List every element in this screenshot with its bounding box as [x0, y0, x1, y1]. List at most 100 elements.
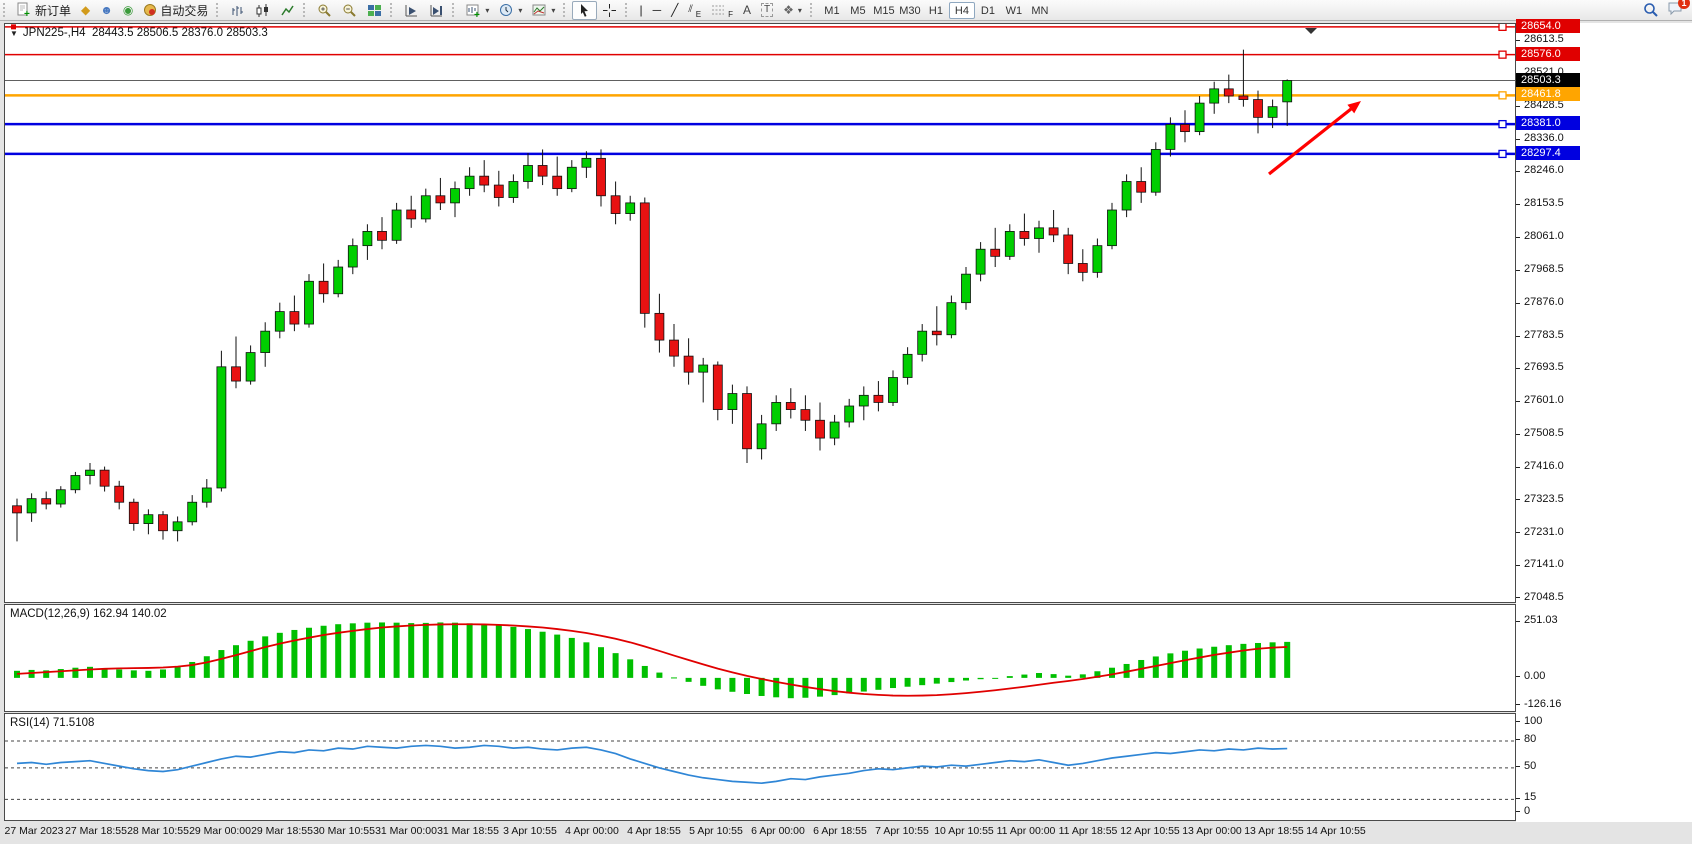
zoom-in-button[interactable] [312, 1, 337, 20]
chart-title-text: JPN225-,H4 28443.5 28506.5 28376.0 28503… [22, 27, 268, 39]
line-marker [1498, 24, 1507, 32]
chevron-down-icon: ▾ [518, 5, 523, 15]
cursor-button[interactable] [572, 0, 598, 20]
macd-panel[interactable]: MACD(12,26,9) 162.94 140.02 [4, 604, 1516, 712]
line-marker [1498, 119, 1507, 129]
shapes-dropdown[interactable]: ❖ ▾ [778, 1, 807, 20]
hline-price-tag: 28461.8 [1516, 87, 1580, 102]
market-watch-button[interactable]: ◆ [76, 1, 95, 20]
date-axis[interactable]: 27 Mar 2023 27 Mar 18:55 28 Mar 10:55 29 Ma… [4, 822, 1516, 842]
fibonacci-button[interactable]: F [706, 1, 738, 20]
bar-chart-button[interactable] [225, 1, 250, 20]
timeframe-M30[interactable]: M30 [899, 4, 921, 17]
axis-tick-label: 100 [1524, 714, 1543, 727]
timeframe-M1[interactable]: M1 [824, 4, 840, 17]
candlestick-button[interactable] [250, 1, 275, 20]
line-anchor-marker [11, 24, 16, 30]
new-order-button[interactable]: + 新订单 [12, 1, 76, 20]
rsi-panel[interactable]: RSI(14) 71.5108 [4, 713, 1516, 821]
hline-price-tag: 28297.4 [1516, 145, 1580, 160]
axis-tick-label: 251.03 [1524, 614, 1558, 627]
macd-chart[interactable] [5, 605, 1515, 711]
main-chart-panel[interactable]: ▼ JPN225-,H4 28443.5 28506.5 28376.0 285… [4, 23, 1516, 603]
toolbar-grip[interactable] [216, 3, 220, 17]
new-chart-dropdown[interactable]: + ▾ [461, 1, 494, 20]
axis-tick-label: 27508.5 [1524, 427, 1564, 440]
notifications-button[interactable]: 1 [1667, 0, 1690, 19]
candlestick-chart[interactable] [5, 24, 1515, 602]
periods-dropdown[interactable]: ▾ [494, 1, 527, 20]
toolbar-grip[interactable] [390, 3, 394, 17]
signals-button[interactable]: ◉ [118, 1, 138, 20]
label-button[interactable]: T [756, 1, 778, 20]
axis-tick-label: 28153.5 [1524, 197, 1564, 210]
axis-tick-label: 27048.5 [1524, 590, 1564, 603]
toolbar-grip[interactable] [809, 3, 814, 17]
signals-icon: ◉ [122, 3, 134, 17]
date-label: 7 Apr 10:55 [875, 825, 929, 837]
vertical-line-button[interactable]: | [634, 1, 647, 20]
hline-price-tag: 28576.0 [1516, 46, 1580, 61]
date-label: 12 Apr 10:55 [1120, 825, 1180, 837]
toolbar-grip[interactable] [625, 3, 629, 17]
axis-tick [1516, 400, 1520, 402]
autotrading-button[interactable]: 自动交易 [138, 1, 213, 20]
axis-tick-label: 27783.5 [1524, 329, 1564, 342]
indicators-dropdown[interactable]: ▾ [527, 1, 560, 20]
toolbar-right: 1 [1643, 0, 1692, 19]
hline-price-tag: 28381.0 [1516, 116, 1580, 131]
axis-tick [1516, 766, 1520, 768]
timeframe-D1[interactable]: D1 [980, 4, 995, 17]
toolbar-grip[interactable] [3, 3, 7, 17]
tile-windows-icon [367, 3, 382, 18]
horizontal-line-button[interactable]: ─ [648, 1, 667, 20]
symbol-dropdown-icon[interactable]: ▼ [10, 28, 18, 38]
date-label: 6 Apr 00:00 [751, 825, 805, 837]
chevron-down-icon: ▾ [551, 5, 556, 15]
equidistant-channel-button[interactable]: ⫽ E [683, 1, 706, 20]
experts-icon: ☻ [100, 3, 113, 17]
svg-text:+: + [24, 9, 30, 18]
candlestick-icon [255, 3, 270, 18]
timeframe-W1[interactable]: W1 [1005, 4, 1023, 17]
date-label: 11 Apr 00:00 [996, 825, 1056, 837]
axis-tick [1516, 797, 1520, 799]
chart-shift-button[interactable] [424, 1, 449, 20]
toolbar-grip[interactable] [452, 3, 456, 17]
candles-group [12, 49, 1293, 542]
toolbar-grip[interactable] [563, 3, 567, 17]
date-label: 31 Mar 18:55 [437, 825, 499, 837]
crosshair-button[interactable] [597, 1, 622, 20]
date-label: 27 Mar 2023 [4, 825, 64, 837]
new-order-label: 新订单 [35, 3, 72, 18]
tile-windows-button[interactable] [362, 1, 387, 20]
date-label: 11 Apr 18:55 [1058, 825, 1118, 837]
timeframe-H4[interactable]: H4 [948, 1, 975, 19]
line-chart-button[interactable] [275, 1, 300, 20]
bid-price-tag: 28503.3 [1516, 72, 1580, 87]
search-icon[interactable] [1643, 2, 1659, 18]
date-label: 6 Apr 18:55 [813, 825, 867, 837]
line-marker [1498, 149, 1507, 159]
rsi-chart[interactable] [5, 714, 1515, 820]
toolbar-grip[interactable] [303, 3, 307, 17]
shapes-icon: ❖ [783, 3, 794, 17]
timeframe-M15[interactable]: M15 [873, 4, 895, 17]
chart-title[interactable]: ▼ JPN225-,H4 28443.5 28506.5 28376.0 285… [10, 27, 268, 39]
line-marker [1498, 50, 1507, 59]
experts-button[interactable]: ☻ [95, 1, 118, 20]
text-button[interactable]: A [738, 1, 756, 20]
auto-scroll-button[interactable] [399, 1, 424, 20]
horizontal-line-icon: ─ [652, 3, 662, 17]
timeframe-M5[interactable]: M5 [850, 4, 866, 17]
new-chart-icon: + [466, 3, 481, 18]
timeframe-MN[interactable]: MN [1031, 4, 1049, 17]
date-label: 13 Apr 00:00 [1182, 825, 1242, 837]
axis-tick-label: 28613.5 [1524, 33, 1564, 46]
timeframe-H1[interactable]: H1 [928, 4, 943, 17]
trendline-button[interactable]: ╱ [666, 1, 683, 20]
axis-tick-label: 27231.0 [1524, 525, 1564, 538]
price-axis[interactable]: 28613.528521.028428.528336.028246.028153… [1516, 18, 1692, 822]
zoom-out-button[interactable] [337, 1, 362, 20]
axis-tick-label: 27968.5 [1524, 263, 1564, 276]
